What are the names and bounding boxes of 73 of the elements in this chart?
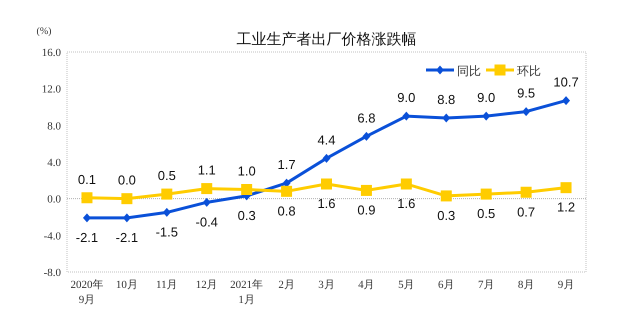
point: [81, 192, 92, 204]
legend-label: 同比: [457, 64, 481, 78]
data-label: -1.5: [156, 224, 178, 240]
data-label: 6.8: [357, 110, 376, 126]
data-label: -0.4: [196, 214, 218, 230]
data-label: 1.6: [317, 196, 336, 211]
data-label: 0.3: [238, 208, 256, 223]
point: [360, 184, 372, 196]
data-label: 1.2: [557, 200, 576, 215]
data-label: 9.5: [517, 86, 536, 101]
point: [402, 112, 410, 121]
y-axis-title: (%): [36, 26, 52, 37]
x-tick-label: 2021年 1月: [230, 279, 264, 306]
y-tick-label: 0.0: [47, 194, 62, 206]
point: [281, 186, 292, 197]
x-tick-label: 3月: [318, 279, 335, 291]
data-label: 0.9: [357, 202, 376, 218]
point: [362, 132, 370, 141]
x-tick-label: 10月: [116, 279, 138, 291]
data-label: -2.1: [116, 230, 138, 245]
data-label: 1.7: [278, 157, 296, 172]
data-label: 8.8: [437, 92, 456, 107]
x-tick-label: 6月: [438, 279, 455, 291]
point: [522, 107, 530, 116]
chart-title: 工业生产者出厂价格涨跌幅: [236, 31, 416, 48]
y-tick-label: -8.0: [44, 267, 62, 279]
data-label: 0.8: [278, 203, 296, 218]
point: [201, 183, 212, 194]
data-label: 0.5: [477, 206, 496, 222]
point: [82, 213, 91, 222]
legend-label: 环比: [517, 64, 541, 78]
y-tick-label: 12.0: [42, 84, 62, 96]
point: [241, 184, 252, 195]
point: [162, 208, 171, 217]
x-tick-label: 7月: [478, 279, 494, 291]
data-label: 1.0: [238, 164, 256, 178]
data-label: 9.0: [477, 90, 496, 106]
data-label: 9.0: [397, 90, 416, 106]
x-tick-label: 12月: [196, 279, 218, 291]
x-tick-label: 4月: [358, 279, 375, 291]
x-tick-label: 11月: [156, 279, 178, 291]
y-tick-label: 4.0: [47, 157, 62, 169]
point: [480, 188, 492, 200]
data-label: 0.7: [517, 204, 536, 220]
point: [121, 193, 132, 204]
data-label: 1.1: [198, 162, 216, 178]
point: [442, 114, 450, 122]
y-tick-label: 16.0: [42, 47, 62, 59]
x-tick-label: 2月: [278, 279, 295, 291]
data-label: -2.1: [76, 230, 98, 245]
y-tick-label: 8.0: [47, 120, 62, 132]
x-tick-label: 9月: [558, 279, 574, 291]
x-tick-label: 5月: [398, 279, 415, 291]
data-label: 4.4: [317, 132, 336, 148]
point: [321, 178, 332, 190]
point: [560, 182, 572, 194]
point: [520, 186, 532, 198]
data-label: 1.6: [397, 196, 416, 211]
point: [202, 198, 211, 207]
data-label: 0.0: [118, 172, 136, 188]
point: [322, 154, 330, 163]
x-tick-label: 2020年 9月: [70, 279, 104, 306]
point: [161, 188, 172, 200]
point: [440, 190, 452, 202]
data-label: 10.7: [553, 74, 579, 90]
point: [482, 112, 490, 121]
x-tick-label: 8月: [518, 279, 534, 291]
data-label: 0.3: [437, 208, 456, 223]
point: [400, 178, 412, 190]
data-label: 0.5: [158, 168, 176, 184]
y-tick-label: -4.0: [44, 230, 62, 242]
point: [562, 96, 570, 106]
data-label: 0.1: [78, 172, 96, 187]
